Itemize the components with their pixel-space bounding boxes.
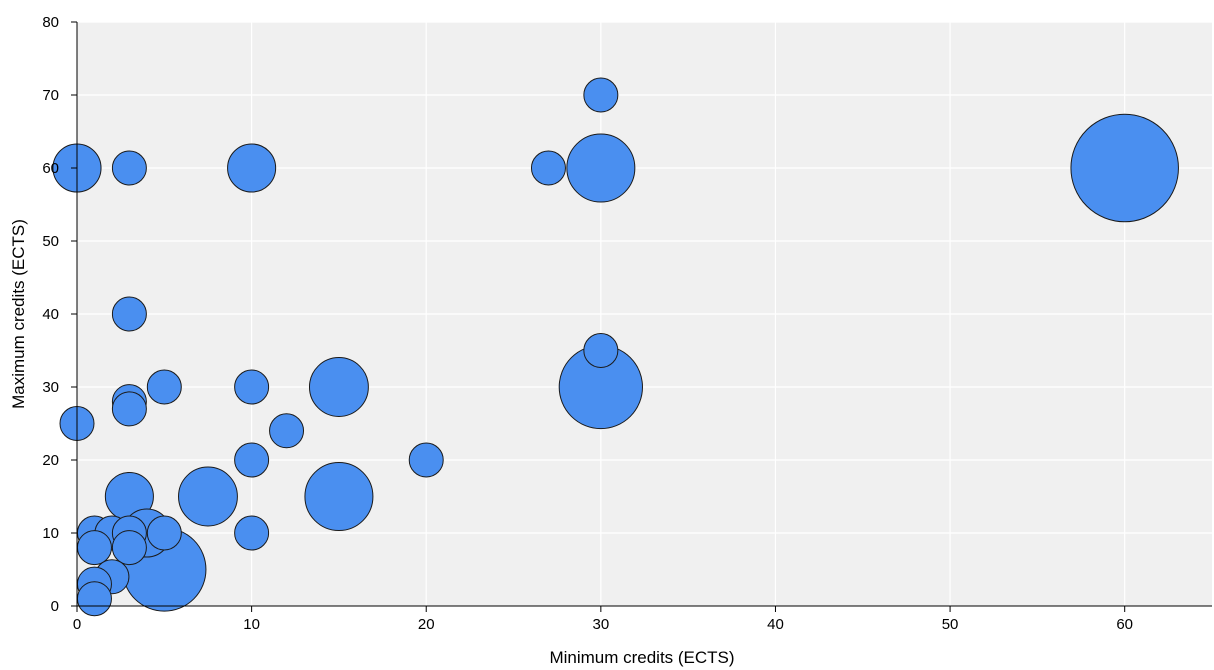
y-axis-title: Maximum credits (ECTS): [9, 219, 28, 409]
data-point: [308, 357, 369, 417]
data-point: [583, 333, 619, 368]
data-point: [111, 296, 147, 332]
y-tick-label: 60: [42, 160, 59, 177]
y-tick-label: 0: [51, 598, 59, 615]
x-tick-labels: 0 10 20 30 40 50 60: [73, 616, 1133, 633]
data-point: [234, 442, 270, 478]
data-point: [227, 143, 277, 193]
data-point: [234, 369, 270, 405]
bubbles: [52, 77, 1179, 617]
x-tick-label: 10: [243, 616, 260, 633]
y-tick-label: 10: [42, 525, 59, 542]
data-point: [408, 442, 444, 478]
data-point: [566, 133, 636, 203]
y-tick-label: 70: [42, 87, 59, 104]
x-tick-label: 50: [942, 616, 959, 633]
data-point: [269, 413, 305, 449]
axes: [71, 21, 1212, 612]
data-point: [111, 150, 147, 186]
data-point: [583, 77, 619, 113]
y-tick-label: 80: [42, 14, 59, 31]
x-axis-title: Minimum credits (ECTS): [549, 648, 734, 667]
data-point: [76, 530, 112, 566]
data-point: [76, 581, 112, 617]
x-tick-label: 40: [767, 616, 784, 633]
data-point: [234, 515, 270, 551]
y-tick-label: 40: [42, 306, 59, 323]
data-point: [146, 515, 182, 551]
y-tick-label: 20: [42, 452, 59, 469]
y-tick-label: 50: [42, 233, 59, 250]
y-tick-labels: 0 10 20 30 40 50 60 70 80: [42, 14, 59, 615]
data-point: [304, 462, 374, 531]
data-point: [111, 530, 147, 566]
x-tick-label: 20: [418, 616, 435, 633]
x-tick-label: 0: [73, 616, 81, 633]
y-tick-label: 30: [42, 379, 59, 396]
data-point: [1070, 113, 1179, 223]
data-point: [530, 150, 566, 186]
x-tick-label: 30: [593, 616, 610, 633]
data-point: [146, 369, 182, 405]
data-point: [178, 466, 238, 527]
data-point: [111, 391, 147, 427]
x-tick-label: 60: [1116, 616, 1133, 633]
